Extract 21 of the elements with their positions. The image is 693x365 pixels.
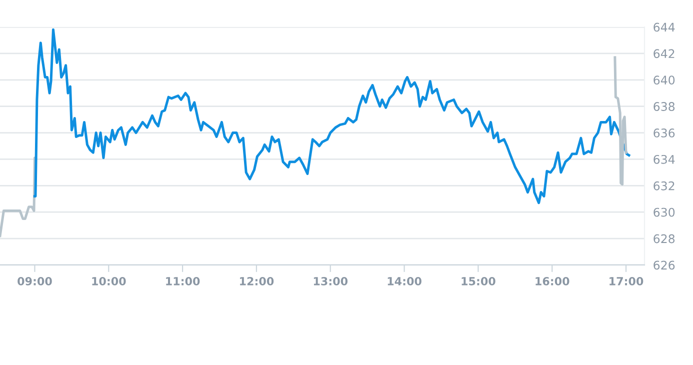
x-tick-label: 14:00 xyxy=(388,276,422,286)
x-tick-label: 17:00 xyxy=(610,276,644,286)
line-series xyxy=(33,28,630,204)
y-tick-label: 626 xyxy=(654,260,675,270)
x-tick-label: 15:00 xyxy=(462,276,496,286)
y-tick-label: 634 xyxy=(654,154,675,164)
y-tick-label: 638 xyxy=(654,102,675,111)
y-tick-label: 636 xyxy=(654,128,675,138)
y-tick-label: 642 xyxy=(654,49,674,58)
y-tick-label: 630 xyxy=(654,208,675,217)
x-tick-label: 10:00 xyxy=(92,276,126,286)
x-tick-label: 13:00 xyxy=(314,276,348,286)
line-series xyxy=(614,56,628,186)
y-tick-label: 640 xyxy=(654,76,675,85)
x-tick-label: 09:00 xyxy=(18,276,52,286)
x-tick-label: 16:00 xyxy=(536,276,570,286)
y-tick-label: 632 xyxy=(654,181,674,190)
x-tick-label: 11:00 xyxy=(166,276,200,286)
y-tick-label: 644 xyxy=(654,22,675,32)
x-tick-label: 12:00 xyxy=(240,276,274,286)
y-tick-label: 628 xyxy=(654,234,675,244)
